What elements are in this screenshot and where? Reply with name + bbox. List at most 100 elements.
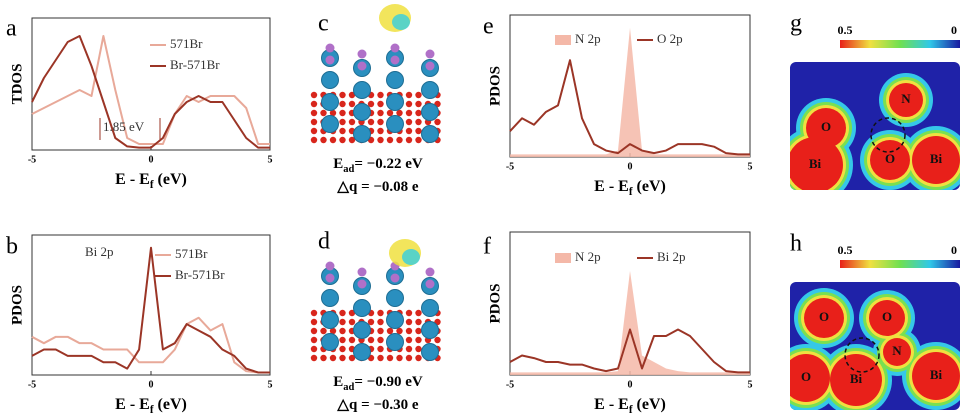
adsorption-energy: Ead= −0.90 eV [333, 374, 423, 393]
bismuth-atom [422, 104, 439, 121]
oxygen-atom [415, 337, 421, 343]
oxygen-atom [339, 319, 345, 325]
annotation: 1.85 eV [103, 119, 145, 134]
atom-label: Bi [850, 371, 863, 386]
line [32, 248, 270, 373]
x-axis-label: E - Ef (eV) [115, 171, 187, 191]
oxygen-atom [339, 355, 345, 361]
legend-swatch [555, 253, 571, 263]
oxygen-atom [406, 319, 412, 325]
x-tick-label: 5 [748, 379, 753, 390]
oxygen-atom [339, 128, 345, 134]
bromine-atom [391, 274, 400, 283]
oxygen-atom [415, 119, 421, 125]
oxygen-atom [349, 101, 355, 107]
oxygen-atom [320, 355, 326, 361]
colorbar-tick-label: 0.5 [838, 243, 853, 257]
oxygen-atom [339, 101, 345, 107]
oxygen-atom [415, 346, 421, 352]
annotation: Bi 2p [85, 244, 114, 259]
line [32, 318, 270, 373]
x-tick-label: -5 [506, 161, 514, 172]
colorbar-tick-label: 0 [951, 243, 957, 257]
oxygen-atom [406, 110, 412, 116]
bismuth-atom [354, 322, 371, 339]
bismuth-atom [322, 94, 339, 111]
oxygen-atom [406, 92, 412, 98]
oxygen-atom [311, 92, 317, 98]
panel-label: e [483, 14, 494, 40]
bismuth-atom [422, 82, 439, 99]
oxygen-atom [387, 137, 393, 143]
atom-label: O [819, 309, 829, 324]
bromine-atom [391, 56, 400, 65]
bismuth-atom [387, 334, 404, 351]
oxygen-atom [377, 337, 383, 343]
elf-content: ONBiOBi [777, 62, 960, 203]
oxygen-atom [406, 128, 412, 134]
bismuth-atom [322, 334, 339, 351]
atom-label: O [882, 309, 892, 324]
area [510, 271, 750, 375]
bromine-atom [358, 280, 367, 289]
oxygen-atom [377, 355, 383, 361]
oxygen-atom [387, 110, 393, 116]
charge-density [392, 14, 410, 30]
oxygen-atom [377, 110, 383, 116]
oxygen-atom [311, 337, 317, 343]
legend-label: N 2p [575, 249, 601, 264]
subscript: ad [343, 382, 354, 393]
oxygen-atom [339, 328, 345, 334]
oxygen-atom [339, 346, 345, 352]
charge-transfer: △q = −0.30 e [336, 397, 418, 413]
oxygen-atom [406, 328, 412, 334]
bromine-atom [358, 268, 367, 277]
panel-label: d [318, 229, 330, 255]
bismuth-atom [322, 312, 339, 329]
legend-label: Bi 2p [657, 249, 686, 264]
oxygen-atom [368, 337, 374, 343]
x-tick-label: 5 [268, 154, 273, 165]
oxygen-atom [339, 110, 345, 116]
oxygen-atom [377, 328, 383, 334]
legend-label: 571Br [170, 36, 203, 51]
oxygen-atom [330, 355, 336, 361]
text-part: (eV) [633, 178, 666, 195]
text-part: = −0.30 e [357, 397, 419, 413]
legend-label: N 2p [575, 31, 601, 46]
bismuth-atom [422, 300, 439, 317]
bismuth-atom [322, 290, 339, 307]
oxygen-atom [311, 328, 317, 334]
y-axis-label: TDOS [9, 64, 25, 105]
bismuth-atom [387, 72, 404, 89]
legend-label: O 2p [657, 31, 683, 46]
bismuth-atom [322, 116, 339, 133]
oxygen-atom [415, 310, 421, 316]
oxygen-atom [387, 328, 393, 334]
oxygen-atom [349, 337, 355, 343]
plot-frame [32, 18, 270, 150]
oxygen-atom [311, 137, 317, 143]
oxygen-atom [311, 310, 317, 316]
bromine-atom [426, 62, 435, 71]
bromine-atom [426, 50, 435, 59]
charge-transfer: △q = −0.08 e [336, 179, 418, 195]
oxygen-atom [415, 319, 421, 325]
bismuth-atom [387, 116, 404, 133]
line [32, 36, 270, 144]
oxygen-atom [406, 310, 412, 316]
elf-map: ONBiOBi [777, 62, 960, 203]
panel-label: a [6, 16, 17, 42]
oxygen-atom [396, 355, 402, 361]
atom-label: O [821, 119, 831, 134]
oxygen-atom [406, 101, 412, 107]
bromine-atom [326, 44, 335, 53]
text-part: (eV) [633, 396, 666, 413]
text-part: E - E [115, 396, 150, 413]
atom-label: Bi [930, 367, 943, 382]
text-part: = −0.90 eV [354, 374, 423, 390]
bismuth-atom [354, 300, 371, 317]
colorbar-tick-label: 0 [951, 23, 957, 37]
bismuth-atom [354, 104, 371, 121]
x-tick-label: 0 [628, 161, 633, 172]
